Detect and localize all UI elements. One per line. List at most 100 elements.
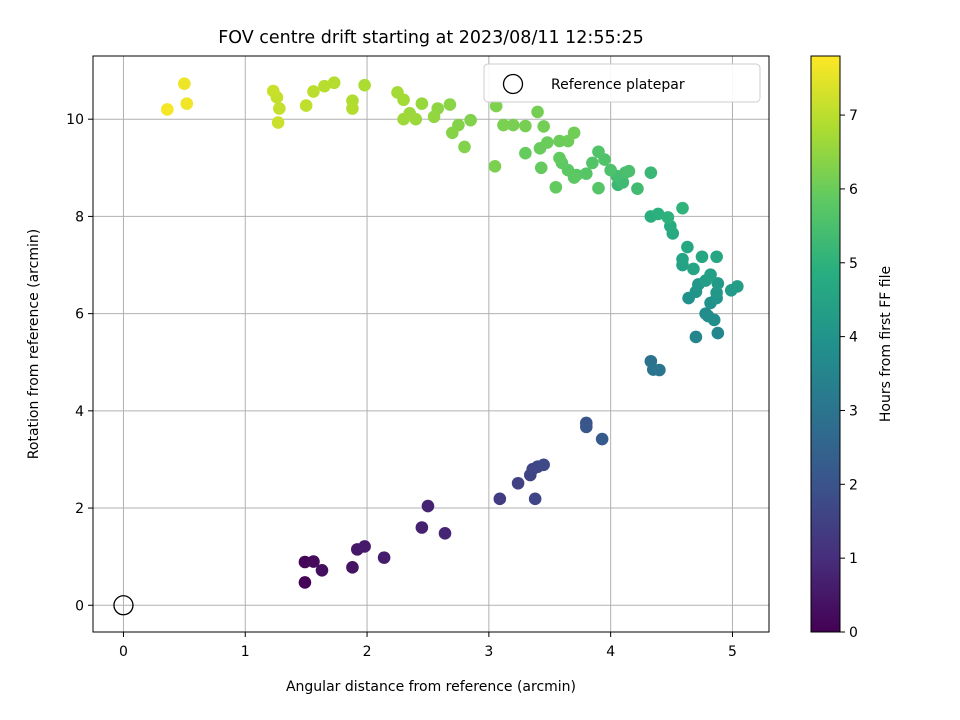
data-point [579,420,593,434]
data-point [541,136,554,149]
data-point [346,102,359,115]
data-point [553,151,566,165]
data-point [711,326,725,340]
data-point [489,99,503,113]
data-point [707,313,721,327]
reference-platepar-point [113,595,134,616]
y-tick-label: 10 [66,112,84,128]
data-point [537,458,550,472]
data-point [318,79,331,93]
data-point [579,167,593,180]
data-point [687,262,700,276]
y-axis-ticks: 0 2 4 6 8 10 [66,112,93,614]
colorbar-tick-label: 1 [849,551,858,567]
y-axis-label: Rotation from reference (arcmin) [26,229,42,459]
data-point [592,181,605,195]
data-points [160,76,744,589]
data-point [537,120,550,133]
data-point [397,112,410,126]
data-point [443,98,457,111]
colorbar-gradient [810,55,841,633]
colorbar: 0 1 2 3 4 5 6 7 Hours from first FF file [810,55,894,641]
data-point [710,250,723,264]
data-point [631,182,644,195]
data-point [549,180,563,194]
colorbar-tick-label: 2 [849,477,858,493]
x-tick-label: 5 [728,644,737,660]
x-tick-label: 1 [241,644,250,660]
colorbar-label: Hours from first FF file [878,266,894,422]
colorbar-ticks: 0 1 2 3 4 5 6 7 [840,108,858,641]
x-tick-label: 2 [363,644,372,660]
data-point [710,286,723,300]
colorbar-tick-label: 6 [849,182,858,198]
data-point [651,207,665,221]
data-point [567,126,581,140]
data-point [731,280,744,293]
data-point [653,363,666,377]
data-point [695,250,709,264]
colorbar-tick-label: 3 [849,403,858,419]
data-point [315,563,329,577]
data-point [421,499,435,513]
data-point [531,105,544,119]
data-point [519,119,532,133]
grid-lines [93,56,769,632]
data-point [595,432,609,446]
data-point [391,86,404,99]
data-point [493,492,507,506]
data-point [506,118,520,132]
x-tick-label: 3 [484,644,493,660]
data-point [299,99,313,112]
plot-frame [92,55,770,633]
data-point [273,102,286,115]
y-tick-label: 4 [75,404,84,420]
data-point [298,576,312,589]
data-point [346,561,359,574]
data-point [160,103,174,116]
colorbar-tick-label: 5 [849,256,858,272]
y-tick-label: 6 [75,307,84,323]
data-point [528,492,542,506]
data-point [446,126,459,140]
data-point [661,211,675,224]
data-point [711,277,725,290]
data-point [604,163,617,177]
data-point [377,551,391,564]
data-point [511,476,525,490]
data-point [178,77,191,91]
x-tick-label: 4 [606,644,615,660]
data-point [307,85,320,98]
data-point [464,113,477,127]
data-point [427,110,441,124]
y-tick-label: 0 [75,598,84,614]
legend-box [483,63,761,103]
reference-marker [113,595,134,616]
data-point [266,84,280,98]
legend-reference-marker [502,73,524,95]
x-tick-label: 0 [119,644,128,660]
data-point [438,527,452,540]
legend-label: Reference platepar [551,77,685,93]
colorbar-tick-label: 7 [849,108,858,124]
data-point [676,252,689,266]
data-point [592,145,605,159]
data-point [676,201,689,215]
data-point [180,97,194,110]
data-point [689,330,703,344]
data-point [622,164,636,178]
data-point [534,161,548,175]
data-point [358,540,371,553]
data-point [358,78,371,92]
data-point [458,140,471,154]
colorbar-tick-label: 4 [849,330,858,346]
legend: Reference platepar [483,63,761,103]
data-point [327,76,341,90]
data-point [307,555,320,568]
x-axis-label: Angular distance from reference (arcmin) [286,679,576,695]
data-point [488,160,502,173]
data-point [586,156,599,170]
y-tick-label: 8 [75,209,84,225]
data-point [681,240,694,254]
